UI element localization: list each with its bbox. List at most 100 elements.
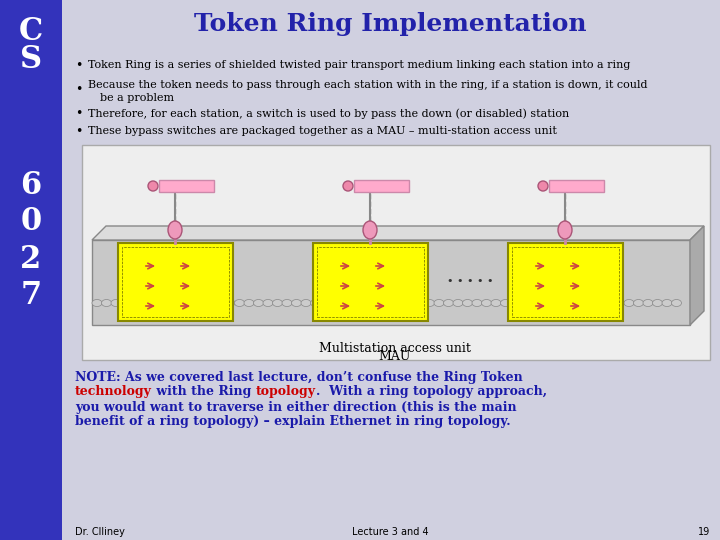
Ellipse shape [377, 300, 387, 307]
Ellipse shape [482, 300, 492, 307]
Ellipse shape [149, 300, 159, 307]
Ellipse shape [253, 300, 264, 307]
Text: •: • [75, 58, 82, 71]
Text: .  With a ring topology approach,: . With a ring topology approach, [315, 386, 546, 399]
Text: technology: technology [75, 386, 152, 399]
Text: C: C [19, 17, 43, 48]
Ellipse shape [586, 300, 596, 307]
Ellipse shape [396, 300, 406, 307]
Ellipse shape [263, 300, 273, 307]
Ellipse shape [301, 300, 311, 307]
Ellipse shape [148, 181, 158, 191]
Ellipse shape [244, 300, 254, 307]
Text: 2: 2 [20, 244, 42, 274]
Ellipse shape [206, 300, 216, 307]
Ellipse shape [197, 300, 207, 307]
Polygon shape [690, 226, 704, 325]
Ellipse shape [577, 300, 587, 307]
Bar [512, 247, 619, 317]
Ellipse shape [330, 300, 340, 307]
Ellipse shape [168, 300, 178, 307]
Ellipse shape [387, 300, 397, 307]
Ellipse shape [358, 300, 368, 307]
Ellipse shape [567, 300, 577, 307]
Bar [317, 247, 424, 317]
Ellipse shape [363, 221, 377, 239]
Ellipse shape [548, 300, 558, 307]
Ellipse shape [348, 300, 359, 307]
Ellipse shape [102, 300, 112, 307]
Bar [508, 243, 623, 321]
Ellipse shape [282, 300, 292, 307]
Bar [92, 240, 690, 325]
Bar [118, 243, 233, 321]
Bar [0, 0, 62, 540]
Bar [354, 180, 409, 192]
Ellipse shape [510, 300, 520, 307]
Text: •: • [75, 107, 82, 120]
Text: Token Ring is a series of shielded twisted pair transport medium linking each st: Token Ring is a series of shielded twist… [88, 60, 631, 70]
Ellipse shape [235, 300, 245, 307]
Ellipse shape [225, 300, 235, 307]
Ellipse shape [500, 300, 510, 307]
Ellipse shape [187, 300, 197, 307]
Bar [313, 243, 428, 321]
Text: with the Ring: with the Ring [152, 386, 256, 399]
Ellipse shape [272, 300, 282, 307]
Ellipse shape [491, 300, 501, 307]
Bar [159, 180, 214, 192]
Ellipse shape [529, 300, 539, 307]
Bar [82, 145, 710, 360]
Ellipse shape [130, 300, 140, 307]
Ellipse shape [614, 300, 624, 307]
Text: 6: 6 [20, 170, 42, 200]
Ellipse shape [539, 300, 549, 307]
Ellipse shape [425, 300, 434, 307]
Text: be a problem: be a problem [100, 93, 174, 103]
Text: •: • [75, 83, 82, 96]
Ellipse shape [643, 300, 653, 307]
Text: Token Ring Implementation: Token Ring Implementation [194, 12, 586, 36]
Ellipse shape [310, 300, 320, 307]
Text: Because the token needs to pass through each station with in the ring, if a stat: Because the token needs to pass through … [88, 80, 647, 90]
Text: S: S [20, 44, 42, 76]
Text: MAU: MAU [379, 350, 411, 363]
Ellipse shape [652, 300, 662, 307]
Text: •: • [75, 125, 82, 138]
Ellipse shape [434, 300, 444, 307]
Ellipse shape [158, 300, 168, 307]
Ellipse shape [339, 300, 349, 307]
Ellipse shape [634, 300, 644, 307]
Ellipse shape [453, 300, 463, 307]
Ellipse shape [215, 300, 225, 307]
Ellipse shape [472, 300, 482, 307]
Ellipse shape [624, 300, 634, 307]
Text: These bypass switches are packaged together as a MAU – multi-station access unit: These bypass switches are packaged toget… [88, 126, 557, 136]
Text: NOTE: As we covered last lecture, don’t confuse the Ring Token: NOTE: As we covered last lecture, don’t … [75, 370, 523, 383]
Text: Dr. Clliney: Dr. Clliney [75, 527, 125, 537]
Text: 0: 0 [20, 206, 42, 238]
Ellipse shape [557, 300, 567, 307]
Ellipse shape [538, 181, 548, 191]
Ellipse shape [595, 300, 606, 307]
Text: Lecture 3 and 4: Lecture 3 and 4 [351, 527, 428, 537]
Ellipse shape [343, 181, 353, 191]
Ellipse shape [558, 221, 572, 239]
Ellipse shape [120, 300, 130, 307]
Ellipse shape [292, 300, 302, 307]
Text: 19: 19 [698, 527, 710, 537]
Text: you would want to traverse in either direction (this is the main: you would want to traverse in either dir… [75, 401, 517, 414]
Ellipse shape [92, 300, 102, 307]
Text: 7: 7 [20, 280, 42, 312]
Ellipse shape [168, 221, 182, 239]
Ellipse shape [520, 300, 529, 307]
Ellipse shape [320, 300, 330, 307]
Ellipse shape [672, 300, 682, 307]
Ellipse shape [462, 300, 472, 307]
Ellipse shape [367, 300, 377, 307]
Ellipse shape [444, 300, 454, 307]
Ellipse shape [178, 300, 187, 307]
Text: Multistation access unit: Multistation access unit [319, 341, 471, 354]
Polygon shape [92, 226, 704, 240]
Ellipse shape [111, 300, 121, 307]
